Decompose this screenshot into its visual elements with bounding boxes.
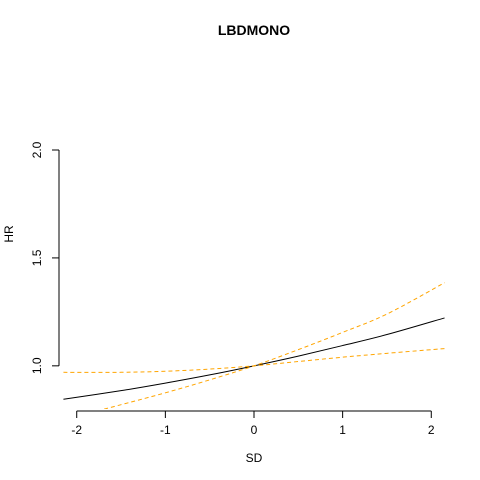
x-tick-label: 0 (251, 423, 258, 437)
ci-line-1 (63, 348, 445, 373)
y-tick-label: 1.0 (30, 357, 44, 374)
x-tick-label: 2 (428, 423, 435, 437)
y-tick-label: 2.0 (30, 141, 44, 158)
series-layer (63, 282, 445, 409)
y-axis-label: HR (2, 225, 16, 243)
y-tick-label: 1.5 (30, 249, 44, 266)
chart-title: LBDMONO (218, 22, 290, 38)
x-tick-label: -1 (160, 423, 171, 437)
x-axis: -2 -1 0 1 2 (71, 410, 435, 437)
x-axis-label: SD (246, 451, 263, 465)
estimate-line (63, 317, 445, 400)
ci-line-2 (102, 282, 445, 409)
y-axis: 1.0 1.5 2.0 (30, 141, 60, 374)
x-tick-label: -2 (71, 423, 82, 437)
x-tick-label: 1 (339, 423, 346, 437)
